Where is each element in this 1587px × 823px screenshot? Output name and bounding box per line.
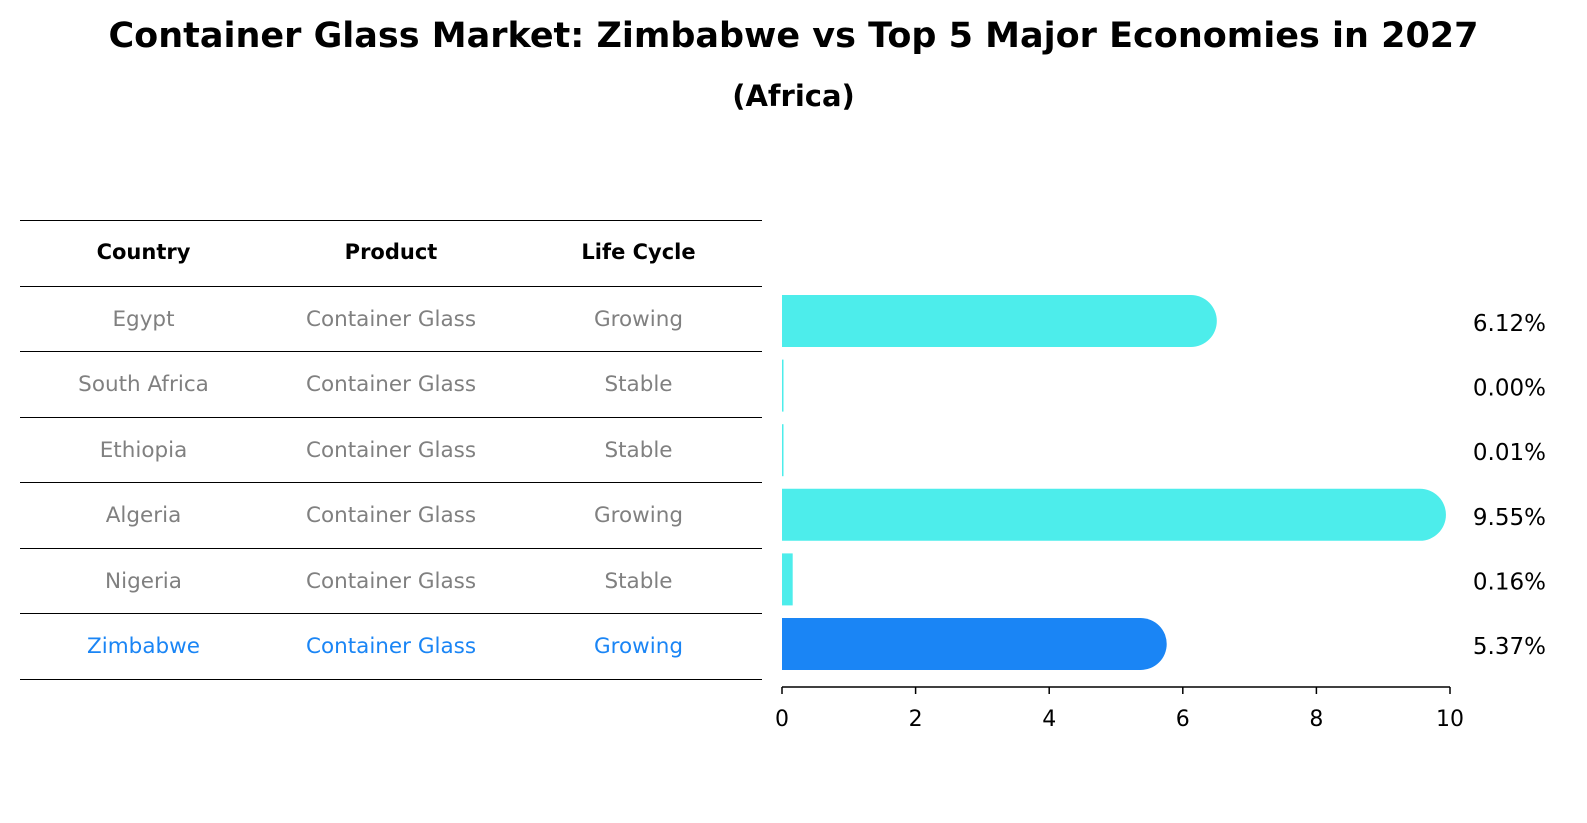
header-product: Product (344, 240, 438, 264)
row-country: Zimbabwe (87, 634, 200, 659)
table-row: Nigeria Container Glass Stable (20, 549, 762, 614)
table-row: Egypt Container Glass Growing (20, 287, 762, 352)
x-tick-label: 10 (1436, 707, 1464, 732)
row-product: Container Glass (305, 634, 477, 659)
value-label: 5.37% (1473, 634, 1546, 660)
table-divider (20, 613, 762, 614)
x-tick-label: 2 (909, 707, 923, 732)
header-country: Country (96, 240, 191, 264)
table-row: South Africa Container Glass Stable (20, 352, 762, 417)
table-divider (20, 679, 762, 680)
row-life-cycle: Growing (593, 503, 683, 528)
row-country: Nigeria (105, 569, 182, 594)
bar-nigeria (782, 553, 793, 606)
table-row: Ethiopia Container Glass Stable (20, 418, 762, 483)
table-divider (20, 220, 762, 221)
chart-subtitle: (Africa) (732, 79, 855, 113)
value-label: 6.12% (1473, 311, 1546, 337)
table-header-row: Country Product Life Cycle (20, 220, 762, 285)
table-divider (20, 286, 762, 287)
row-country: South Africa (78, 372, 209, 397)
row-life-cycle: Growing (593, 307, 683, 332)
x-tick-label: 8 (1309, 707, 1323, 732)
row-life-cycle: Stable (604, 569, 673, 594)
row-country: Algeria (105, 503, 182, 528)
chart-title: Container Glass Market: Zimbabwe vs Top … (108, 16, 1479, 56)
row-product: Container Glass (305, 438, 477, 463)
row-country: Ethiopia (99, 438, 188, 463)
bar-egypt (782, 295, 1217, 347)
row-product: Container Glass (305, 503, 477, 528)
table-divider (20, 482, 762, 483)
bar-south-africa (782, 359, 784, 412)
table-divider (20, 417, 762, 418)
table-row: Algeria Container Glass Growing (20, 483, 762, 548)
value-label: 0.16% (1473, 569, 1546, 595)
value-label: 9.55% (1473, 505, 1546, 531)
header-life-cycle: Life Cycle (581, 240, 696, 264)
row-life-cycle: Growing (593, 634, 683, 659)
row-product: Container Glass (305, 307, 477, 332)
table-row: Zimbabwe Container Glass Growing (20, 614, 762, 679)
value-label: 0.00% (1473, 376, 1546, 402)
bar-zimbabwe (782, 618, 1167, 670)
row-product: Container Glass (305, 569, 477, 594)
row-life-cycle: Stable (604, 372, 673, 397)
row-country: Egypt (112, 307, 175, 332)
x-tick-label: 6 (1176, 707, 1190, 732)
value-label: 0.01% (1473, 440, 1546, 466)
bar-ethiopia (782, 424, 784, 477)
bar-algeria (782, 488, 1446, 541)
row-product: Container Glass (305, 372, 477, 397)
table-divider (20, 548, 762, 549)
table-divider (20, 351, 762, 352)
x-tick-label: 4 (1042, 707, 1056, 732)
row-life-cycle: Stable (604, 438, 673, 463)
x-tick-label: 0 (775, 707, 789, 732)
